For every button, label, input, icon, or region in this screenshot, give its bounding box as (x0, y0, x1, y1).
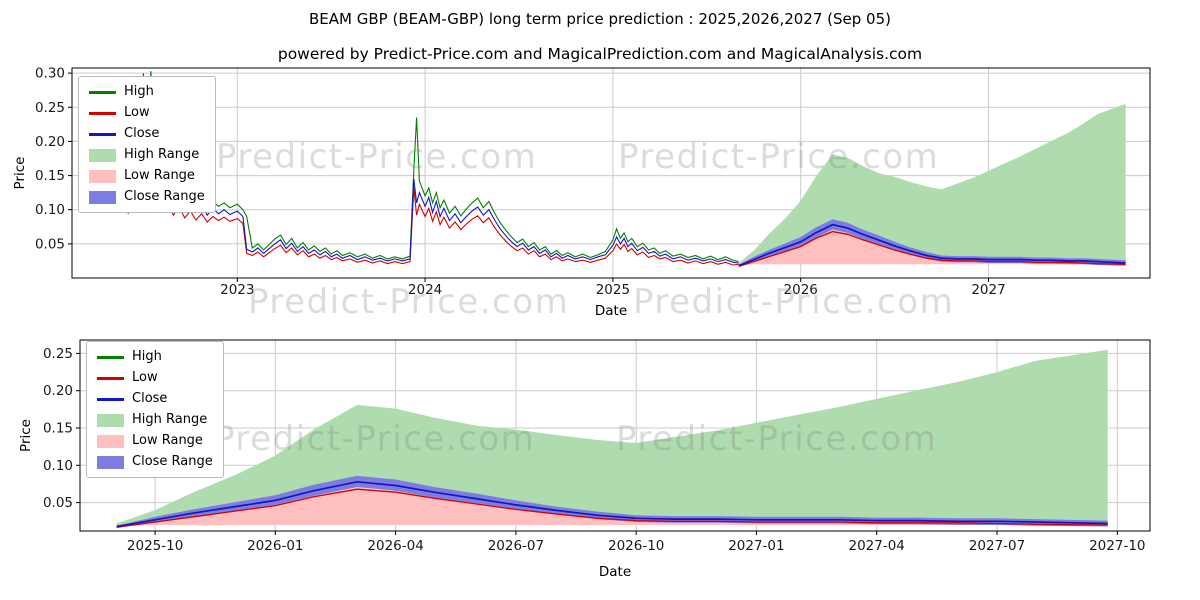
bottom-xtick-label: 2025-10 (127, 538, 183, 554)
legend-swatch-high (89, 90, 116, 94)
bottom-forecast-close-line (116, 480, 1108, 528)
bottom-ytick-label: 0.25 (43, 346, 73, 362)
legend-swatch-close (97, 397, 124, 401)
bottom-yaxis-label: Price (18, 419, 34, 452)
legend-swatch-close-range (97, 455, 124, 469)
legend-swatch-close-range (89, 190, 116, 204)
legend-item-high-range: High Range (89, 146, 205, 164)
top-xtick-label: 2025 (596, 282, 630, 298)
legend-label: Low (124, 105, 150, 120)
top-forecast-close-line (738, 223, 1126, 267)
legend-item-high-range: High Range (97, 411, 213, 429)
legend-item-close: Close (89, 125, 205, 143)
bottom-xtick-label: 2027-10 (1089, 538, 1145, 554)
bottom-low-range-area (116, 481, 1108, 527)
top-xtick-label: 2024 (408, 282, 442, 298)
top-forecast-low-line (738, 230, 1126, 268)
top-ytick-label: 0.30 (35, 66, 65, 82)
history-low-line (118, 185, 739, 266)
legend-label: High Range (132, 412, 208, 427)
bottom-xtick-label: 2027-01 (728, 538, 784, 554)
legend-item-low-range: Low Range (97, 432, 213, 450)
bottom-xtick-label: 2026-04 (367, 538, 423, 554)
legend-label: High (124, 84, 154, 99)
top-xaxis-label: Date (595, 303, 627, 319)
bottom-xtick-label: 2026-07 (488, 538, 544, 554)
legend-item-close: Close (97, 390, 213, 408)
legend-swatch-low (97, 376, 124, 380)
legend-label: Low (132, 370, 158, 385)
top-ytick-label: 0.25 (35, 100, 65, 116)
bottom-xtick-label: 2026-10 (608, 538, 664, 554)
top-chart: 2023 2024 2025 2026 2027 0.05 0.10 0.15 0.20 0.25… (12, 66, 1151, 319)
legend-swatch-low-range (89, 169, 116, 183)
top-yaxis-label: Price (12, 157, 28, 190)
top-ytick-label: 0.15 (35, 168, 65, 184)
legend-label: Low Range (132, 433, 203, 448)
legend-item-low: Low (97, 369, 213, 387)
bottom-xaxis-label: Date (599, 564, 631, 580)
legend-swatch-high (97, 355, 124, 359)
legend-label: Close Range (132, 454, 213, 469)
legend-swatch-close (89, 132, 116, 136)
top-low-range-area (738, 224, 1126, 266)
legend-label: Low Range (124, 168, 195, 183)
bottom-ytick-label: 0.15 (43, 421, 73, 437)
top-ytick-label: 0.10 (35, 202, 65, 218)
legend-label: Close (124, 126, 160, 141)
top-xtick-label: 2026 (784, 282, 818, 298)
page-title: BEAM GBP (BEAM-GBP) long term price pred… (309, 10, 891, 28)
bottom-xtick-label: 2027-07 (969, 538, 1025, 554)
legend-item-high: High (97, 348, 213, 366)
top-chart-legend: High Low Close High Range Low Range Close Ran… (78, 76, 216, 213)
bottom-ytick-label: 0.20 (43, 383, 73, 399)
bottom-plot-frame (79, 339, 1151, 532)
legend-item-high: High (89, 83, 205, 101)
bottom-xtick-label: 2027-04 (848, 538, 904, 554)
top-plot-frame (71, 67, 1151, 279)
bottom-ytick-label: 0.10 (43, 458, 73, 474)
top-xtick-label: 2027 (971, 282, 1005, 298)
top-xtick-label: 2023 (220, 282, 254, 298)
bottom-ytick-label: 0.05 (43, 495, 73, 511)
legend-item-close-range: Close Range (89, 188, 205, 206)
legend-label: High (132, 349, 162, 364)
legend-swatch-low (89, 111, 116, 115)
page-subtitle: powered by Predict-Price.com and Magical… (277, 45, 923, 63)
legend-item-close-range: Close Range (97, 453, 213, 471)
top-ytick-label: 0.05 (35, 236, 65, 252)
legend-label: Close (132, 391, 168, 406)
legend-label: High Range (124, 147, 200, 162)
bottom-forecast-low-line (116, 488, 1108, 528)
top-ytick-label: 0.20 (35, 134, 65, 150)
legend-item-low: Low (89, 104, 205, 122)
bottom-xtick-label: 2026-01 (247, 538, 303, 554)
legend-label: Close Range (124, 189, 205, 204)
legend-swatch-high-range (97, 413, 124, 427)
bottom-chart-legend: High Low Close High Range Low Range Close Ran… (86, 341, 224, 478)
legend-swatch-low-range (97, 434, 124, 448)
legend-item-low-range: Low Range (89, 167, 205, 185)
legend-swatch-high-range (89, 148, 116, 162)
bottom-chart: 2025-10 2026-01 2026-04 2026-07 2026-10 2027-… (18, 339, 1151, 580)
